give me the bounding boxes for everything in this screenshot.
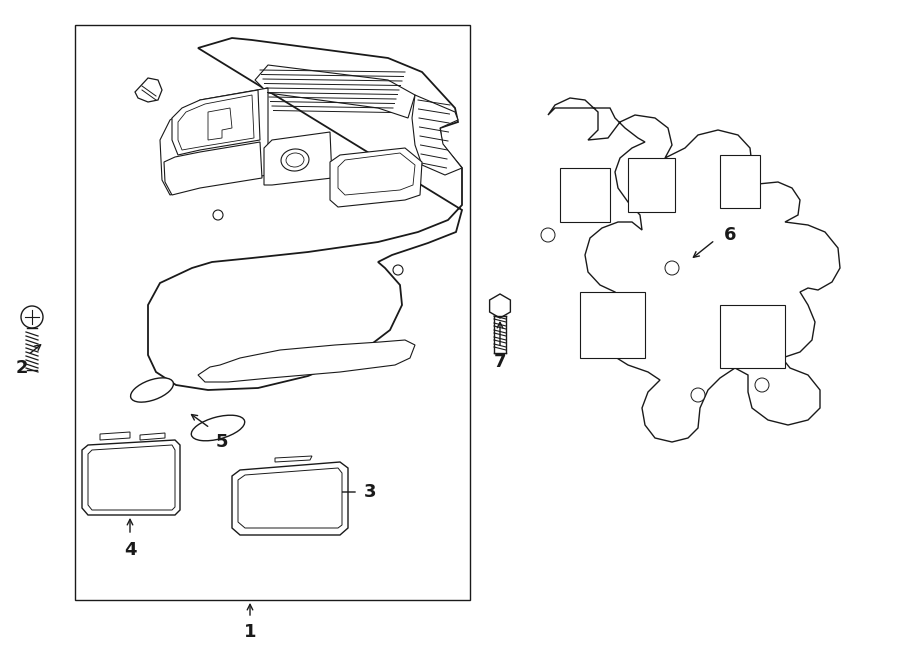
Polygon shape xyxy=(560,168,610,222)
Circle shape xyxy=(541,228,555,242)
Polygon shape xyxy=(82,440,180,515)
Ellipse shape xyxy=(281,149,309,171)
Polygon shape xyxy=(140,433,165,440)
Polygon shape xyxy=(264,132,332,185)
Polygon shape xyxy=(164,142,262,195)
Polygon shape xyxy=(548,98,840,442)
Circle shape xyxy=(691,388,705,402)
Ellipse shape xyxy=(130,378,174,402)
Circle shape xyxy=(393,265,403,275)
Circle shape xyxy=(213,210,223,220)
Bar xyxy=(75,25,470,600)
Polygon shape xyxy=(88,445,175,510)
Polygon shape xyxy=(412,95,462,175)
Polygon shape xyxy=(720,155,760,208)
Circle shape xyxy=(665,261,679,275)
Polygon shape xyxy=(330,148,422,207)
Circle shape xyxy=(21,306,43,328)
Polygon shape xyxy=(720,305,785,368)
Ellipse shape xyxy=(286,153,304,167)
Polygon shape xyxy=(100,432,130,440)
Ellipse shape xyxy=(192,415,245,441)
Text: 7: 7 xyxy=(494,353,506,371)
Polygon shape xyxy=(275,456,312,462)
Polygon shape xyxy=(490,294,510,318)
Text: 5: 5 xyxy=(216,433,229,451)
Polygon shape xyxy=(135,78,162,102)
Text: 2: 2 xyxy=(16,359,28,377)
Circle shape xyxy=(755,378,769,392)
Polygon shape xyxy=(232,462,348,535)
Text: 1: 1 xyxy=(244,623,256,641)
Polygon shape xyxy=(148,38,462,390)
Polygon shape xyxy=(238,468,342,528)
Polygon shape xyxy=(178,95,254,150)
Text: 6: 6 xyxy=(724,226,736,244)
Polygon shape xyxy=(208,108,232,140)
Polygon shape xyxy=(580,292,645,358)
Polygon shape xyxy=(198,340,415,382)
Polygon shape xyxy=(172,90,260,155)
Text: 4: 4 xyxy=(124,541,136,559)
Polygon shape xyxy=(338,153,415,195)
Text: 3: 3 xyxy=(364,483,376,501)
Polygon shape xyxy=(160,88,268,195)
Polygon shape xyxy=(255,65,415,118)
Polygon shape xyxy=(628,158,675,212)
